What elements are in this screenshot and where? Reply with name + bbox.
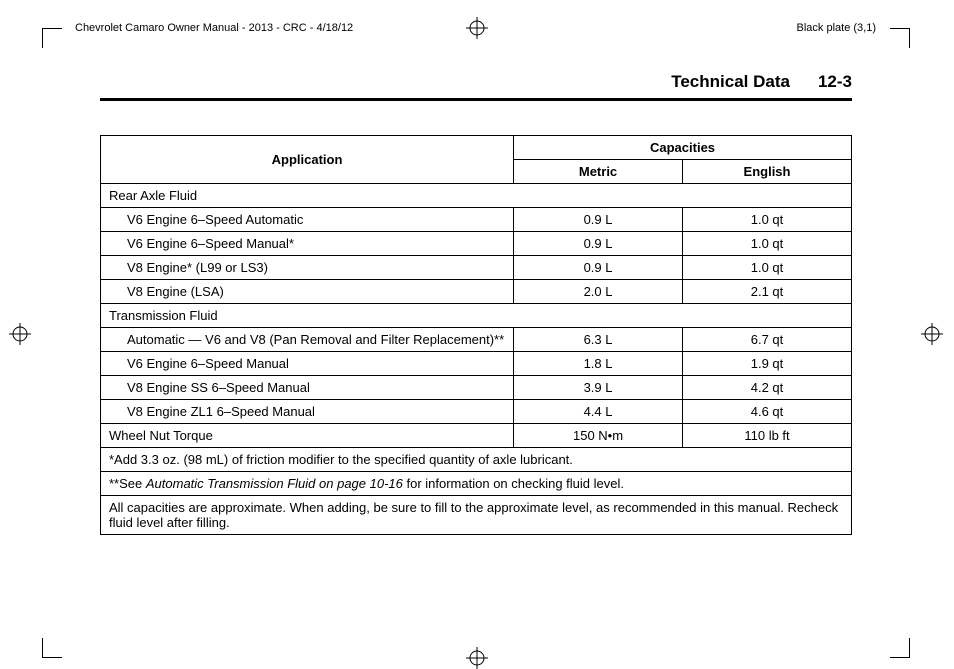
row-metric: 3.9 L (514, 376, 683, 400)
row-label: V8 Engine (LSA) (101, 280, 514, 304)
row-metric: 0.9 L (514, 208, 683, 232)
footnote-2-pre: **See (109, 476, 146, 491)
table-row: V8 Engine SS 6–Speed Manual3.9 L4.2 qt (101, 376, 852, 400)
table-row: V6 Engine 6–Speed Manual1.8 L1.9 qt (101, 352, 852, 376)
row-english: 110 lb ft (683, 424, 852, 448)
row-metric: 2.0 L (514, 280, 683, 304)
row-label: V8 Engine* (L99 or LS3) (101, 256, 514, 280)
table-row: Wheel Nut Torque150 N•m110 lb ft (101, 424, 852, 448)
header-left: Chevrolet Camaro Owner Manual - 2013 - C… (75, 22, 353, 34)
row-english: 1.9 qt (683, 352, 852, 376)
th-application: Application (101, 136, 514, 184)
registration-mark-left (9, 323, 31, 345)
row-english: 4.6 qt (683, 400, 852, 424)
row-metric: 1.8 L (514, 352, 683, 376)
page-number: 12-3 (818, 72, 852, 92)
row-english: 2.1 qt (683, 280, 852, 304)
table-row: V8 Engine* (L99 or LS3)0.9 L1.0 qt (101, 256, 852, 280)
row-english: 1.0 qt (683, 256, 852, 280)
footnote-1: *Add 3.3 oz. (98 mL) of friction modifie… (101, 448, 852, 472)
crop-mark-tl (42, 28, 62, 48)
row-metric: 150 N•m (514, 424, 683, 448)
table-row: Automatic — V6 and V8 (Pan Removal and F… (101, 328, 852, 352)
row-english: 6.7 qt (683, 328, 852, 352)
section-title: Technical Data (671, 72, 790, 92)
row-english: 1.0 qt (683, 208, 852, 232)
row-label: V8 Engine SS 6–Speed Manual (101, 376, 514, 400)
print-header: Chevrolet Camaro Owner Manual - 2013 - C… (75, 22, 876, 34)
table-row: V8 Engine ZL1 6–Speed Manual4.4 L4.6 qt (101, 400, 852, 424)
crop-mark-tr (890, 28, 910, 48)
page-title: Technical Data 12-3 (100, 72, 852, 101)
row-metric: 0.9 L (514, 232, 683, 256)
capacities-table: Application Capacities Metric English Re… (100, 135, 852, 535)
row-label: V8 Engine ZL1 6–Speed Manual (101, 400, 514, 424)
row-english: 4.2 qt (683, 376, 852, 400)
table-row: Rear Axle Fluid (101, 184, 852, 208)
footnote-2-ref: Automatic Transmission Fluid on page 10-… (146, 476, 403, 491)
registration-mark-right (921, 323, 943, 345)
row-label: Wheel Nut Torque (101, 424, 514, 448)
th-metric: Metric (514, 160, 683, 184)
crop-mark-br (890, 638, 910, 658)
row-label: Automatic — V6 and V8 (Pan Removal and F… (101, 328, 514, 352)
row-metric: 6.3 L (514, 328, 683, 352)
footnote-2-post: for information on checking fluid level. (403, 476, 624, 491)
table-row: V6 Engine 6–Speed Manual*0.9 L1.0 qt (101, 232, 852, 256)
table-row: V8 Engine (LSA)2.0 L2.1 qt (101, 280, 852, 304)
row-metric: 4.4 L (514, 400, 683, 424)
row-label: V6 Engine 6–Speed Manual (101, 352, 514, 376)
section-label: Transmission Fluid (101, 304, 852, 328)
th-capacities: Capacities (514, 136, 852, 160)
section-label: Rear Axle Fluid (101, 184, 852, 208)
header-right: Black plate (3,1) (797, 22, 876, 34)
row-metric: 0.9 L (514, 256, 683, 280)
page-content: Technical Data 12-3 Application Capaciti… (100, 72, 852, 638)
crop-mark-bl (42, 638, 62, 658)
registration-mark-bottom (466, 647, 488, 669)
footnote-3: All capacities are approximate. When add… (101, 496, 852, 535)
row-label: V6 Engine 6–Speed Manual* (101, 232, 514, 256)
table-row: V6 Engine 6–Speed Automatic0.9 L1.0 qt (101, 208, 852, 232)
row-english: 1.0 qt (683, 232, 852, 256)
footnote-2: **See Automatic Transmission Fluid on pa… (101, 472, 852, 496)
th-english: English (683, 160, 852, 184)
table-row: Transmission Fluid (101, 304, 852, 328)
row-label: V6 Engine 6–Speed Automatic (101, 208, 514, 232)
